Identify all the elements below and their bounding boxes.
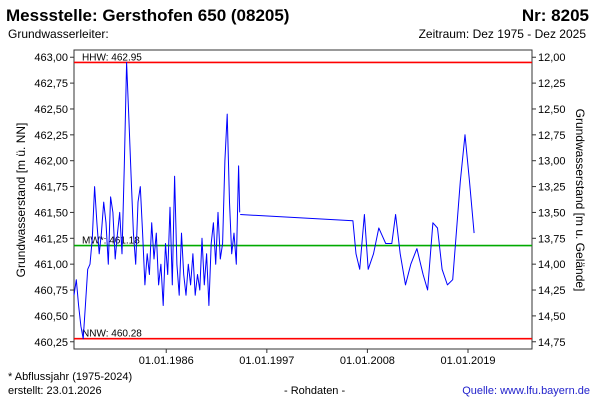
y-left-tick-label: 463,00 [34,52,68,64]
x-axis-ticks: 01.01.1986 01.01.1997 01.01.2008 01.01.2019 [139,349,496,367]
y-left-tick-label: 461,50 [34,207,68,219]
y-right-tick-label: 14,25 [538,285,566,297]
source: Quelle: www.lfu.bayern.de [462,385,590,397]
series-line-segment [73,61,241,340]
y-right-tick-label: 12,00 [538,52,566,64]
y-left-tick-label: 460,25 [34,337,68,349]
y-left-tick-label: 462,00 [34,156,68,168]
y-left-tick-label: 462,75 [34,78,68,90]
station-number: Nr: 8205 [521,6,589,25]
y-axis-left-ticks: 463,00 462,75 462,50 462,25 462,00 461,75 461,… [34,52,74,349]
y-left-tick-label: 461,00 [34,259,68,271]
y-right-tick-label: 14,50 [538,311,566,323]
y-right-tick-label: 14,75 [538,337,566,349]
x-tick-label: 01.01.2019 [440,355,495,367]
y-right-tick-label: 13,25 [538,182,566,194]
x-tick-label: 01.01.1997 [239,355,294,367]
reference-lines: HHW: 462.95 MW*: 461.18 NNW: 460.28 [74,52,532,340]
y-right-tick-label: 14,00 [538,259,566,271]
created-date: erstellt: 23.01.2026 [8,385,102,397]
reference-label-mw: MW*: 461.18 [82,236,140,247]
y-axis-left-label: Grundwasserstand [m ü. NN] [14,123,28,278]
y-left-tick-label: 462,50 [34,104,68,116]
y-right-tick-label: 13,75 [538,233,566,245]
footnote: * Abflussjahr (1975-2024) [8,371,133,383]
y-left-tick-label: 460,50 [34,311,68,323]
x-tick-label: 01.01.2008 [340,355,395,367]
page-title: Messstelle: Gersthofen 650 (08205) [6,6,290,25]
y-left-tick-label: 462,25 [34,130,68,142]
y-left-tick-label: 461,75 [34,182,68,194]
source-link[interactable]: www.lfu.bayern.de [500,385,590,397]
y-right-tick-label: 12,50 [538,104,566,116]
plot-frame [73,49,533,350]
y-right-tick-label: 12,75 [538,130,566,142]
y-right-tick-label: 13,00 [538,156,566,168]
data-mode: - Rohdaten - [284,385,346,397]
series-line-segment [240,134,475,291]
reference-label-nnw: NNW: 460.28 [82,329,142,340]
y-axis-right-ticks: 12,00 12,25 12,50 12,75 13,00 13,25 13,50 13,75… [532,52,566,349]
y-right-tick-label: 12,25 [538,78,566,90]
y-left-tick-label: 460,75 [34,285,68,297]
source-label: Quelle: [462,385,501,397]
data-series [73,61,475,340]
y-axis-right-label: Grundwasserstand [m u. Gelände] [573,109,587,292]
y-right-tick-label: 13,50 [538,207,566,219]
x-tick-label: 01.01.1986 [139,355,194,367]
aquifer-label: Grundwasserleiter: [8,27,109,41]
reference-label-hhw: HHW: 462.95 [82,52,142,63]
period-label: Zeitraum: Dez 1975 - Dez 2025 [418,27,586,41]
y-left-tick-label: 461,25 [34,233,68,245]
